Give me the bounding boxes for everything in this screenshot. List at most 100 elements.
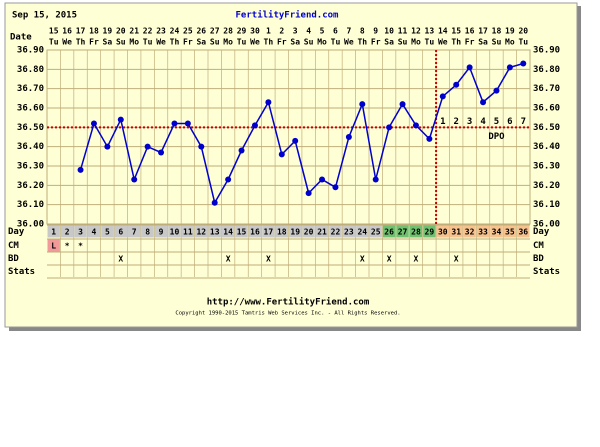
- cm-value: L: [51, 242, 56, 251]
- row-label: CM: [8, 241, 19, 251]
- temperature-point: [158, 149, 165, 156]
- day-cell: [181, 225, 195, 238]
- temperature-line: [79, 62, 524, 205]
- weekday-label: Th: [357, 38, 367, 47]
- bd-value: X: [414, 255, 419, 264]
- y-tick-label-right: 36.90: [533, 46, 560, 56]
- temperature-point: [117, 116, 124, 123]
- y-tick-label: 36.30: [17, 162, 44, 172]
- day-value: 17: [264, 228, 274, 237]
- temperature-point: [520, 60, 527, 67]
- weekday-label: Sa: [384, 38, 394, 47]
- date-label: 7: [346, 27, 351, 36]
- temperature-point: [251, 122, 258, 129]
- day-value: 23: [344, 228, 354, 237]
- y-tick-label: 36.50: [17, 123, 44, 133]
- temperature-point: [412, 122, 419, 129]
- weekday-label: Su: [116, 38, 126, 47]
- date-label: 2: [279, 27, 284, 36]
- temperature-point: [131, 176, 138, 183]
- weekday-label: Mo: [129, 38, 139, 47]
- day-cell: [262, 225, 275, 238]
- date-label: 12: [411, 27, 421, 36]
- weekday-label: Th: [76, 38, 86, 47]
- row-label: Day: [8, 227, 25, 237]
- weekday-label: Fr: [183, 38, 193, 47]
- day-cell: [221, 225, 235, 238]
- header-site: FertilityFriend.com: [236, 10, 340, 21]
- day-cell: [490, 225, 503, 238]
- y-tick-label-right: 36.30: [533, 162, 560, 172]
- day-value: 2: [65, 228, 70, 237]
- day-value: 3: [78, 228, 83, 237]
- day-value: 28: [411, 228, 421, 237]
- date-label: 17: [478, 27, 488, 36]
- y-tick-label: 36.80: [17, 65, 44, 75]
- bd-value: X: [454, 255, 459, 264]
- weekday-label: Fr: [371, 38, 381, 47]
- date-label: 15: [451, 27, 461, 36]
- dpo-number: 7: [521, 117, 526, 127]
- y-tick-label: 36.70: [17, 84, 44, 94]
- weekday-label: Mo: [505, 38, 515, 47]
- date-label: 22: [143, 27, 153, 36]
- date-label: 11: [398, 27, 408, 36]
- date-label: 1: [266, 27, 271, 36]
- day-cell: [208, 225, 221, 238]
- day-cell: [101, 225, 114, 238]
- day-cell: [369, 225, 382, 238]
- day-value: 8: [145, 228, 150, 237]
- day-value: 6: [118, 228, 123, 237]
- day-value: 12: [196, 228, 206, 237]
- date-label: 26: [196, 27, 206, 36]
- date-label: 16: [465, 27, 475, 36]
- temperature-point: [144, 143, 151, 150]
- day-cell: [409, 225, 423, 238]
- weekday-label: Su: [398, 38, 408, 47]
- y-tick-label: 36.40: [17, 142, 44, 152]
- weekday-label: We: [344, 38, 354, 47]
- day-value: 7: [132, 228, 137, 237]
- date-label: 19: [103, 27, 113, 36]
- date-label: 25: [183, 27, 193, 36]
- day-value: 27: [398, 228, 408, 237]
- day-value: 36: [518, 228, 528, 237]
- weekday-label: Fr: [277, 38, 287, 47]
- x-label: Date: [10, 33, 32, 43]
- cm-value: *: [65, 242, 70, 251]
- day-value: 20: [304, 228, 314, 237]
- weekday-label: Mo: [411, 38, 421, 47]
- bd-value: X: [360, 255, 365, 264]
- y-tick-label: 36.60: [17, 104, 44, 114]
- temperature-point: [90, 120, 97, 127]
- temperature-point: [225, 176, 232, 183]
- temperature-point: [265, 99, 272, 106]
- temperature-point: [372, 176, 379, 183]
- weekday-label: We: [438, 38, 448, 47]
- y-tick-label-right: 36.40: [533, 142, 560, 152]
- day-value: 33: [478, 228, 488, 237]
- temperature-point: [77, 166, 84, 173]
- row-label-right: Day: [533, 227, 550, 237]
- weekday-label: We: [156, 38, 166, 47]
- temperature-point: [171, 120, 178, 127]
- bd-value: X: [387, 255, 392, 264]
- date-label: 18: [492, 27, 502, 36]
- date-label: 24: [170, 27, 180, 36]
- day-value: 10: [170, 228, 180, 237]
- temperature-point: [426, 135, 433, 142]
- day-cell: [302, 225, 315, 238]
- day-value: 22: [331, 228, 341, 237]
- day-value: 11: [183, 228, 193, 237]
- day-cell: [154, 225, 168, 238]
- date-label: 20: [518, 27, 528, 36]
- temperature-point: [493, 87, 500, 94]
- temperature-point: [184, 120, 191, 127]
- date-label: 20: [116, 27, 126, 36]
- weekday-label: Su: [304, 38, 314, 47]
- y-tick-label: 36.90: [17, 46, 44, 56]
- temperature-point: [332, 184, 339, 191]
- date-label: 3: [293, 27, 298, 36]
- date-label: 14: [438, 27, 448, 36]
